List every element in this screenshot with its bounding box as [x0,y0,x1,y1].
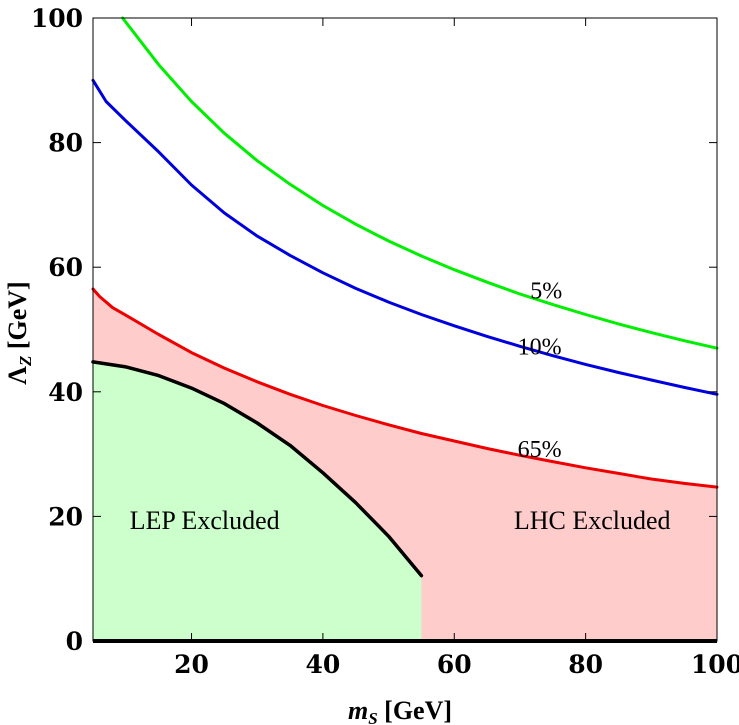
y-tick-label: 80 [48,129,83,158]
y-tick-label: 100 [31,4,83,33]
y-tick-label: 0 [66,627,83,656]
x-tick-label: 40 [305,650,340,679]
series-line-5pct [121,16,719,350]
region-label: LEP Excluded [130,506,280,535]
x-tick-label: 100 [691,650,739,679]
y-tick-label: 60 [48,253,83,282]
y-tick-label: 40 [48,378,83,407]
annotations-layer: LEP Excluded LHC Excluded 5% 10% 65% [130,278,671,535]
lep-boundary-line [91,360,424,578]
x-tick-label: 20 [174,650,209,679]
x-tick-label: 80 [568,650,603,679]
curve-label: 10% [518,334,562,360]
y-tick-label: 20 [48,502,83,531]
axis-ticks: 20 40 60 80 100 0 20 40 60 80 100 [31,4,739,679]
y-axis-title: ΛZ [GeV] [3,281,35,384]
series-line-10pct [91,78,719,396]
x-tick-label: 60 [437,650,472,679]
excluded-region-fills [93,289,717,641]
x-axis-title: mS [GeV] [348,696,452,725]
series-line-65pct [91,287,719,489]
curve-label: 65% [518,437,562,463]
region-label: LHC Excluded [514,506,671,535]
plot-frame [92,17,718,642]
lep-excluded-region [93,361,422,641]
curve-label: 5% [530,278,562,304]
